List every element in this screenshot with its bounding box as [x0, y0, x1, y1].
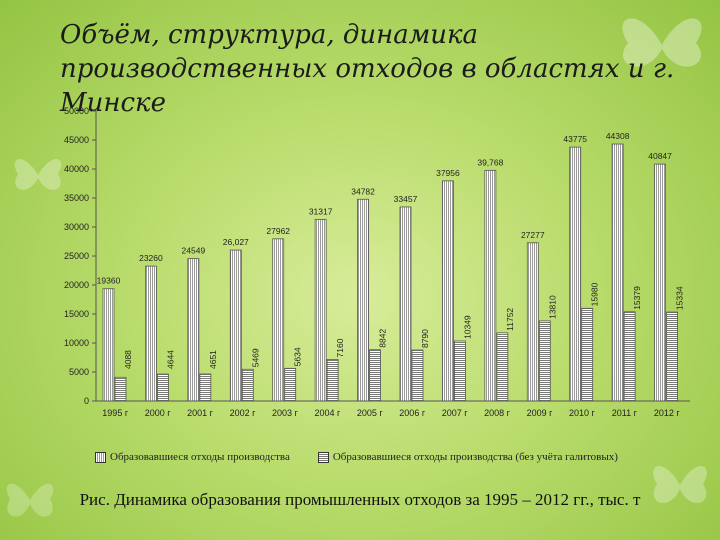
data-label-series-2: 8842: [378, 329, 388, 348]
bar-series-2: [666, 311, 678, 402]
data-label-series-1: 44308: [606, 131, 630, 141]
bar-series-2: [454, 340, 466, 402]
bar-series-1: [187, 258, 200, 402]
legend: Образовавшиеся отходы производства Образ…: [95, 451, 695, 463]
bar-series-1: [526, 242, 539, 402]
bar-series-1: [569, 146, 582, 402]
data-label-series-1: 34782: [351, 186, 375, 196]
data-label-series-2: 7160: [335, 338, 345, 357]
bar-series-1: [145, 265, 157, 402]
data-label-series-2: 4088: [123, 350, 133, 369]
legend-item-series-2: Образовавшиеся отходы производства (без …: [317, 451, 618, 463]
bar-series-2: [199, 373, 212, 402]
data-label-series-2: 13810: [547, 295, 557, 319]
legend-swatch-series-1: [95, 451, 106, 463]
bar-series-2: [623, 311, 636, 402]
data-label-series-1: 31317: [309, 206, 333, 216]
x-tick-label: 2012 г: [654, 408, 681, 418]
x-tick-label: 1995 г: [102, 408, 129, 418]
bar-series-1: [484, 169, 497, 402]
data-label-series-1: 26,027: [223, 237, 249, 247]
y-tick-label: 35000: [64, 193, 89, 203]
data-label-series-1: 43775: [563, 134, 587, 144]
butterfly-decoration: [14, 159, 62, 190]
data-label-series-1: 27962: [266, 226, 290, 236]
data-label-series-2: 5469: [250, 348, 260, 367]
bar-series-2: [157, 373, 169, 402]
butterfly-decoration: [653, 465, 707, 504]
bar-series-1: [272, 238, 285, 402]
y-axis: 0 5000 10000 15000 20000 25000 30000 35000 40000…: [64, 106, 97, 406]
x-tick-label: 2011 г: [612, 408, 638, 418]
bar-series-1: [102, 288, 115, 402]
bar-series-2: [326, 359, 339, 402]
y-tick-label: 10000: [64, 338, 89, 348]
x-tick-label: 2010 г: [569, 408, 596, 418]
bar-series-2: [284, 367, 297, 402]
x-tick-label: 2006 г: [399, 408, 426, 418]
bar-series-1: [611, 143, 624, 402]
x-tick-label: 2009 г: [527, 408, 554, 418]
data-label-series-1: 27277: [521, 230, 545, 240]
x-tick-label: 2008 г: [484, 408, 511, 418]
butterfly-decoration: [6, 483, 54, 517]
legend-label-series-2: Образовавшиеся отходы производства (без …: [332, 451, 618, 463]
data-label-series-1: 23260: [139, 253, 163, 263]
legend-label-series-1: Образовавшиеся отходы производства: [110, 451, 290, 463]
bar-series-2: [369, 349, 381, 402]
x-tick-label: 2004 г: [314, 408, 341, 418]
x-tick-label: 2003 г: [272, 408, 299, 418]
bar-series-2: [114, 376, 127, 402]
data-label-series-2: 10349: [462, 315, 472, 339]
y-tick-label: 15000: [64, 309, 89, 319]
bar-series-2: [538, 320, 551, 402]
y-tick-label: 30000: [64, 222, 89, 232]
data-label-series-2: 15334: [675, 286, 685, 310]
bar-series-1: [442, 180, 454, 402]
data-label-series-2: 4644: [165, 350, 175, 369]
bar-series-1: [229, 249, 242, 402]
data-label-series-1: 33457: [394, 194, 418, 204]
x-tick-label: 2002 г: [230, 408, 257, 418]
data-label-series-1: 37956: [436, 168, 460, 178]
figure-caption: Рис. Динамика образования промышленных о…: [79, 490, 641, 509]
x-tick-label: 2001 г: [187, 408, 214, 418]
x-tick-label: 2007 г: [442, 408, 469, 418]
butterfly-decoration: [622, 18, 702, 67]
data-label-series-2: 4651: [208, 350, 218, 369]
data-label-series-1: 19360: [97, 276, 121, 286]
y-tick-label: 45000: [64, 135, 89, 145]
x-tick-label: 2000 г: [145, 408, 172, 418]
y-tick-label: 25000: [64, 251, 89, 261]
page-title: Объём, структура, динамика производствен…: [60, 20, 675, 118]
legend-swatch-series-2: [317, 451, 329, 463]
data-label-series-1: 39,768: [477, 157, 503, 167]
x-tick-label: 2005 г: [357, 408, 384, 418]
data-label-series-1: 24549: [182, 246, 206, 256]
bar-series-2: [241, 368, 254, 402]
data-label-series-2: 8790: [420, 329, 430, 348]
bar-series-1: [399, 206, 412, 402]
bar-series-2: [496, 332, 509, 402]
data-label-series-1: 40847: [648, 151, 672, 161]
data-label-series-2: 5634: [293, 347, 303, 366]
data-labels: 19360 4088 23260 4644 24549 4651 26,027 5469 279…: [97, 131, 685, 369]
bar-series-2: [581, 307, 594, 402]
bar-series-1: [357, 198, 369, 402]
y-tick-label: 20000: [64, 280, 89, 290]
bar-series-1: [654, 163, 666, 402]
bars: [102, 143, 678, 402]
y-tick-label: 40000: [64, 164, 89, 174]
data-label-series-2: 15379: [632, 286, 642, 310]
bar-series-1: [314, 218, 327, 402]
y-tick-label: 50000: [64, 106, 89, 116]
data-label-series-2: 11752: [505, 308, 515, 331]
legend-item-series-1: Образовавшиеся отходы производства: [95, 451, 290, 463]
y-tick-label: 5000: [69, 367, 89, 377]
bar-series-2: [411, 349, 424, 402]
y-tick-label: 0: [84, 396, 89, 406]
data-label-series-2: 15980: [590, 282, 600, 306]
x-axis: 1995 г 2000 г 2001 г 2002 г 2003 г 2004 г 2005…: [96, 400, 690, 418]
